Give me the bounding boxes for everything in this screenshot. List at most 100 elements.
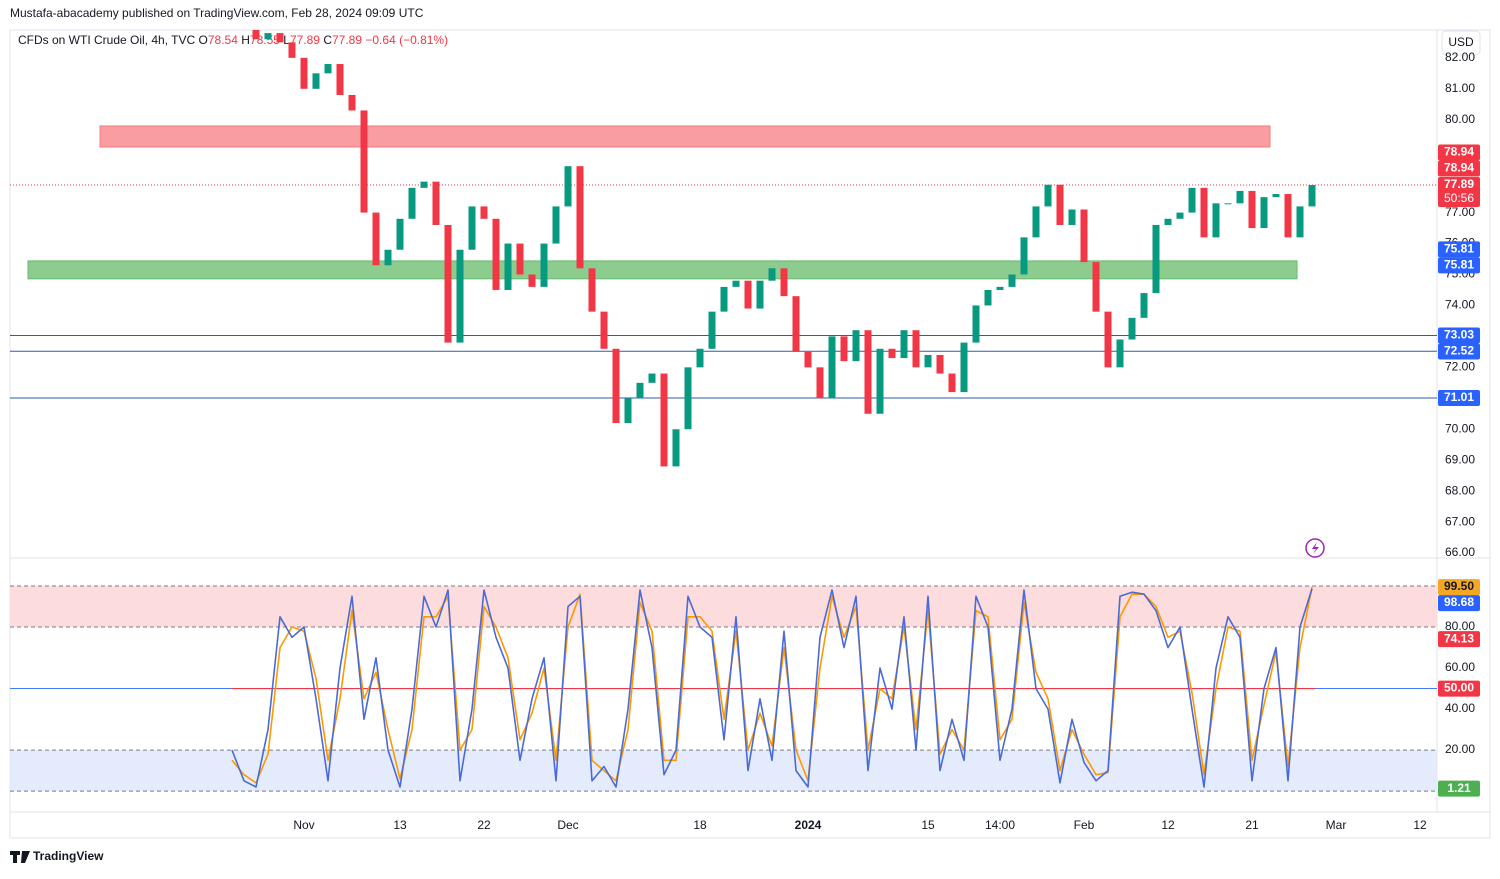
candle [540,243,548,287]
x-tick-label: 18 [693,818,707,832]
candle [408,187,416,219]
candle [312,73,320,89]
candle [672,429,680,467]
candle [1140,293,1148,318]
candle [732,280,740,287]
candle [480,206,488,219]
candle [792,296,800,352]
candle [1080,209,1088,263]
candle [720,286,728,312]
band [10,586,1437,628]
price-pane [10,30,1437,467]
price-label-box [1438,631,1480,648]
candle [1284,194,1292,238]
candle [1092,262,1100,312]
candle [780,268,788,297]
price-label: 78.94 [1444,161,1474,175]
y-tick-label: 68.00 [1445,483,1475,497]
candle [1008,274,1016,287]
price-label-box [1438,144,1480,161]
logo [10,851,30,863]
y-tick-label: 81.00 [1445,81,1475,95]
price-label: 74.13 [1444,631,1474,645]
candle [972,305,980,343]
x-tick-label: 21 [1245,818,1259,832]
candle [252,30,260,40]
price-label: 77.89 [1444,177,1474,191]
candle [852,330,860,362]
candle [744,280,752,309]
candle [1116,339,1124,368]
x-tick-label: 12 [1413,818,1427,832]
alert-icon-bolt [1312,542,1319,554]
button-frame[interactable] [1441,30,1481,56]
ohlc-key: L [283,33,290,47]
y-tick-label: 40.00 [1445,701,1475,715]
y-tick-label: 80.00 [1445,619,1475,633]
countdown: 50:56 [1444,191,1474,205]
candle [264,33,272,40]
candle [1044,184,1052,207]
price-label-box [1438,579,1480,596]
price-label: 75.81 [1444,258,1474,272]
band [10,750,1437,792]
candle [996,286,1004,290]
price-label: 98.68 [1444,595,1474,609]
price-label: 72.52 [1444,344,1474,358]
symbol: CFDs on WTI Crude Oil, 4h, TVC [18,33,195,47]
candle [1236,190,1244,204]
ohlc-key: C [323,33,332,47]
price-label-box [1438,177,1480,208]
x-tick-label: Feb [1074,818,1095,832]
candle [1188,187,1196,213]
candle [348,94,356,111]
price-label-box [1438,241,1480,258]
x-tick-label: 13 [393,818,407,832]
x-tick-label: Dec [557,818,578,832]
candle [924,354,932,368]
candle [1212,203,1220,238]
candle [336,64,344,95]
axes: 82.0081.0080.0077.0076.0075.0074.0072.00… [293,50,1480,832]
y-tick-label: 77.00 [1445,205,1475,219]
candle [1068,209,1076,225]
candle [564,166,572,207]
y-tick-label: 66.00 [1445,545,1475,559]
candle [816,367,824,399]
candle [612,348,620,424]
candle [420,181,428,188]
candle [1152,224,1160,294]
candle [516,243,524,275]
candle [288,42,296,58]
publisher: Mustafa-abacademy published on TradingVi… [10,6,424,20]
candle [504,243,512,290]
candle [372,212,380,266]
oscillator-pane [10,585,1437,792]
price-label-box [1438,343,1480,360]
y-tick-label: 60.00 [1445,660,1475,674]
footer-brand: TradingView [33,849,104,863]
x-tick-label: Mar [1326,818,1347,832]
x-tick-label: 22 [477,818,491,832]
price-label-box [1438,327,1480,344]
currency[interactable]: USD [1448,35,1474,49]
currency-button[interactable]: USD [1441,30,1481,56]
candle [432,181,440,225]
candle [1296,206,1304,238]
alert-icon[interactable] [1305,538,1325,558]
candle [828,336,836,399]
price-label-box [1438,595,1480,612]
candle [648,373,656,383]
price-label: 1.21 [1447,781,1471,795]
candle [1260,197,1268,229]
x-tick-label: 15 [921,818,935,832]
price-label: 50.00 [1444,681,1474,695]
price-label: 71.01 [1444,390,1474,404]
candle [876,348,884,414]
candle [624,398,632,424]
frame [9,29,1491,839]
candle [552,206,560,244]
candle [276,33,284,43]
candle [888,348,896,359]
